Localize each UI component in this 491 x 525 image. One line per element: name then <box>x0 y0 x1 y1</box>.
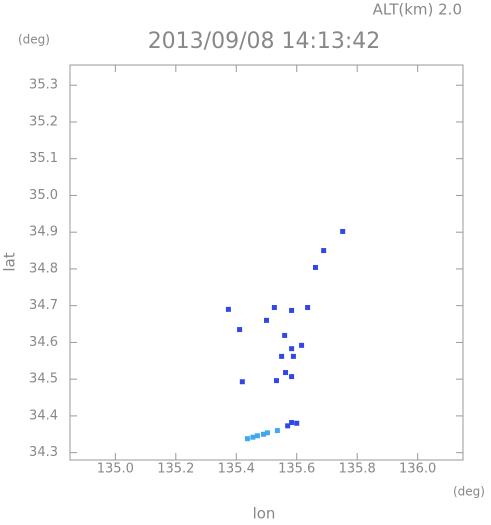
echo-point <box>254 433 260 439</box>
echo-point <box>299 342 305 348</box>
y-axis-label: lat <box>1 252 19 271</box>
echo-point <box>244 436 250 442</box>
y-tick-label: 34.4 <box>29 408 58 423</box>
x-unit: (deg) <box>453 485 485 499</box>
y-tick-label: 34.9 <box>29 225 58 240</box>
echo-point <box>289 307 295 313</box>
echo-point <box>225 306 231 312</box>
x-tick-label: 136.0 <box>399 462 436 477</box>
chart-title: 2013/09/08 14:13:42 <box>148 29 381 54</box>
y-tick-label: 35.3 <box>29 78 58 93</box>
x-tick-label: 135.4 <box>218 462 255 477</box>
echo-point <box>305 305 311 311</box>
x-tick-label: 135.2 <box>157 462 194 477</box>
echo-point <box>283 370 289 376</box>
y-tick-label: 34.6 <box>29 335 58 350</box>
y-tick-label: 34.3 <box>29 445 58 460</box>
echo-point <box>273 378 279 384</box>
echo-point <box>312 264 318 270</box>
x-axis-label: lon <box>253 505 276 522</box>
y-tick-label: 35.2 <box>29 114 58 129</box>
y-tick-label: 34.8 <box>29 261 58 276</box>
y-tick-label: 35.0 <box>29 188 58 203</box>
x-tick-label: 135.0 <box>97 462 134 477</box>
echo-point <box>271 305 277 311</box>
x-tick-label: 135.6 <box>278 462 315 477</box>
echo-point <box>340 228 346 234</box>
echo-point <box>290 353 296 359</box>
y-tick-label: 35.1 <box>29 151 58 166</box>
echo-point <box>264 430 270 436</box>
echo-point <box>282 332 288 338</box>
y-tick-label: 34.5 <box>29 372 58 387</box>
echo-point <box>285 423 291 429</box>
echo-point <box>264 317 269 323</box>
y-tick-label: 34.7 <box>29 298 58 313</box>
altitude-label: ALT(km) 2.0 <box>373 1 462 19</box>
echo-point <box>239 379 245 385</box>
echo-point <box>294 420 300 426</box>
echo-point <box>279 353 285 359</box>
echo-point <box>250 434 256 440</box>
y-unit: (deg) <box>18 33 50 47</box>
echo-point <box>237 327 243 333</box>
echo-point <box>321 248 327 254</box>
x-tick-label: 135.8 <box>339 462 376 477</box>
echo-point <box>289 420 295 426</box>
echo-point <box>289 374 295 380</box>
plot-frame <box>69 64 464 461</box>
echo-point <box>274 428 280 434</box>
echo-point <box>289 346 295 352</box>
echo-point <box>260 431 266 437</box>
